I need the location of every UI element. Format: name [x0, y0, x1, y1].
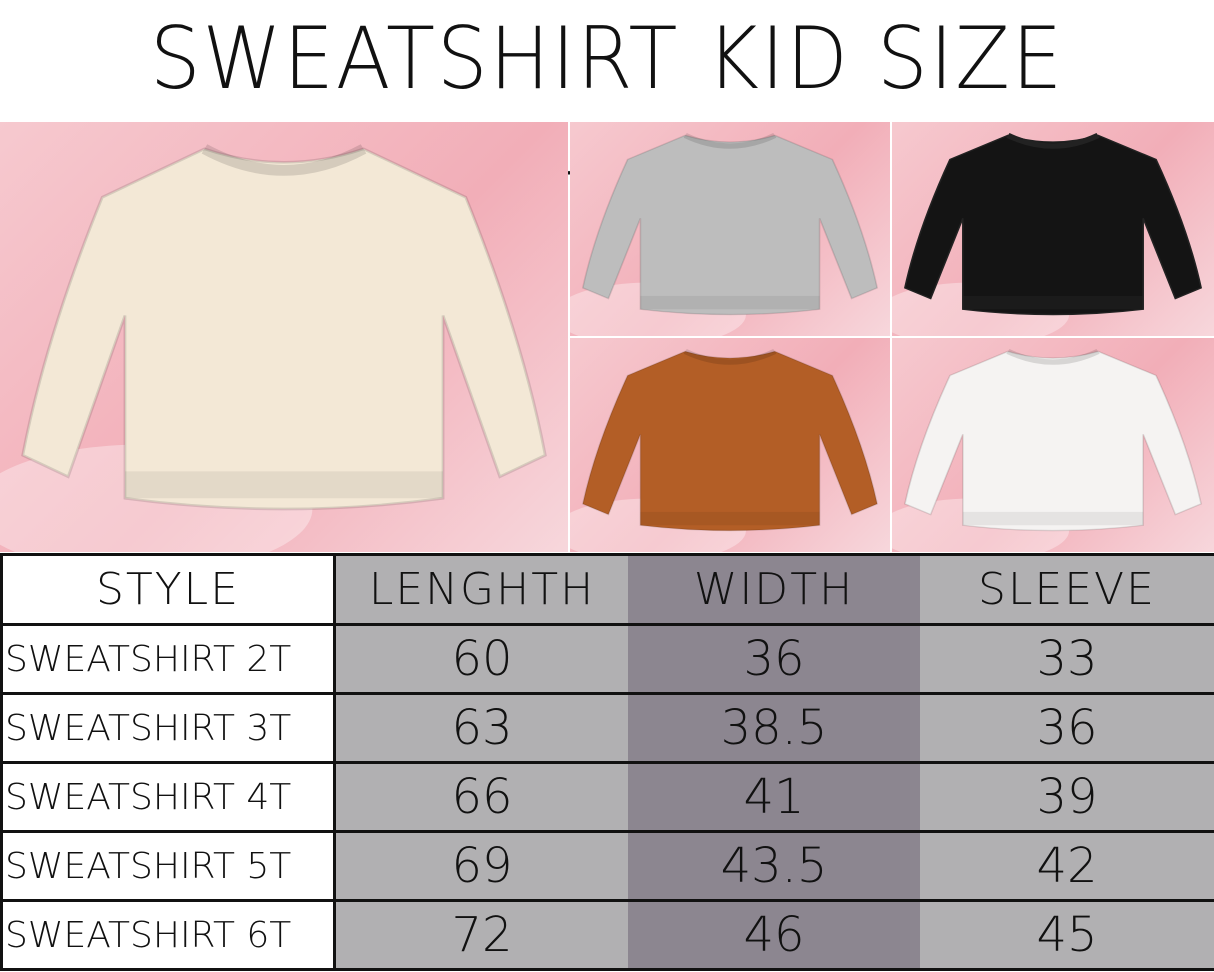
cell-width: 41 — [628, 761, 920, 833]
photo-black-sweatshirt — [892, 122, 1214, 336]
cell-sleeve: 39 — [920, 761, 1214, 833]
cell-width: 46 — [628, 899, 920, 971]
cell-style: SWEATSHIRT 3T — [0, 692, 336, 764]
table-row: SWEATSHIRT 5T 69 43.5 42 — [0, 830, 1214, 902]
photo-cream-sweatshirt — [0, 122, 568, 552]
cell-length: 69 — [333, 830, 628, 902]
header-length: LENGHTH — [333, 553, 628, 626]
page-title: SWEATSHIRT KID SIZE CHART — [149, 9, 1065, 227]
cell-style: SWEATSHIRT 6T — [0, 899, 336, 971]
table-row: SWEATSHIRT 3T 63 38.5 36 — [0, 692, 1214, 764]
sweatshirt-icon — [570, 133, 879, 336]
cell-width: 38.5 — [628, 692, 920, 764]
cell-length: 60 — [333, 623, 628, 695]
table-header-row: STYLE LENGHTH WIDTH SLEEVE — [0, 553, 1214, 626]
table-row: SWEATSHIRT 6T 72 46 45 — [0, 899, 1214, 971]
cell-width: 43.5 — [628, 830, 920, 902]
sweatshirt-icon — [0, 144, 547, 552]
cell-style: SWEATSHIRT 4T — [0, 761, 336, 833]
cell-style: SWEATSHIRT 2T — [0, 623, 336, 695]
cell-sleeve: 42 — [920, 830, 1214, 902]
photo-white-sweatshirt — [892, 338, 1214, 552]
cell-width: 36 — [628, 623, 920, 695]
cell-length: 72 — [333, 899, 628, 971]
sweatshirt-icon — [892, 349, 1203, 552]
table-row: SWEATSHIRT 4T 66 41 39 — [0, 761, 1214, 833]
header-width: WIDTH — [628, 553, 920, 626]
table-row: SWEATSHIRT 2T 60 36 33 — [0, 623, 1214, 695]
cell-length: 63 — [333, 692, 628, 764]
size-table: STYLE LENGHTH WIDTH SLEEVE SWEATSHIRT 2T… — [0, 553, 1214, 971]
header-sleeve: SLEEVE — [920, 553, 1214, 626]
sweatshirt-icon — [570, 349, 879, 552]
cell-sleeve: 33 — [920, 623, 1214, 695]
cell-sleeve: 36 — [920, 692, 1214, 764]
cell-length: 66 — [333, 761, 628, 833]
photo-rust-sweatshirt — [570, 338, 890, 552]
header-style: STYLE — [0, 553, 336, 626]
sweatshirt-icon — [892, 133, 1203, 336]
cell-sleeve: 45 — [920, 899, 1214, 971]
cell-style: SWEATSHIRT 5T — [0, 830, 336, 902]
photo-gray-sweatshirt — [570, 122, 890, 336]
